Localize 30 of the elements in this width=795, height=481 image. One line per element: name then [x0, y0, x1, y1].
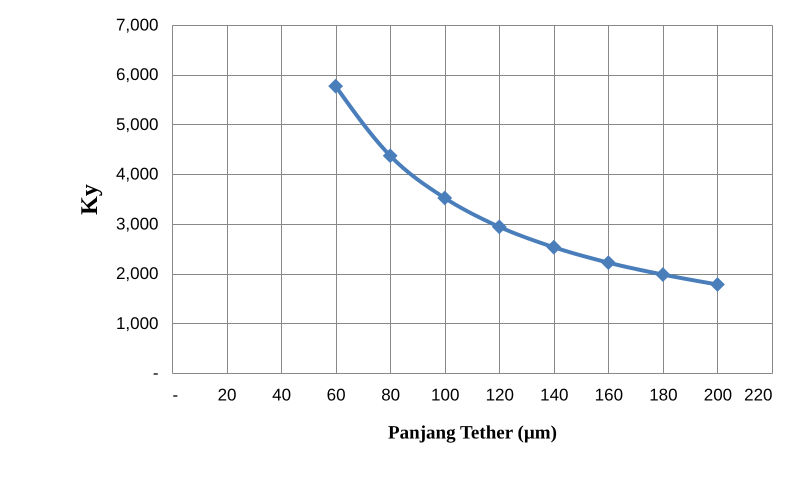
x-tick-label: 60 — [326, 386, 346, 404]
x-tick-label: 140 — [540, 386, 569, 404]
point — [600, 255, 616, 270]
point — [328, 78, 344, 94]
y-tick-label: 2,000 — [116, 264, 158, 284]
y-tick-label: 5,000 — [116, 114, 158, 134]
x-tick-label: 220 — [744, 386, 772, 404]
y-axis-title: Ky — [76, 184, 103, 215]
x-tick-label: 120 — [486, 386, 514, 404]
point — [492, 219, 507, 234]
x-tick-label: 200 — [704, 386, 732, 404]
y-tick-label: 7,000 — [116, 16, 158, 34]
point — [655, 267, 670, 282]
x-tick-label: 100 — [431, 386, 460, 404]
y-tick-label: 1,000 — [116, 314, 158, 333]
x-tick-label: 80 — [381, 386, 400, 404]
x-tick-label: - — [172, 386, 178, 404]
x-tick-label: 20 — [218, 386, 237, 404]
point — [546, 240, 562, 255]
x-tick-label: 40 — [272, 386, 292, 404]
x-axis-title: Panjang Tether (µm) — [388, 422, 557, 444]
point — [437, 190, 452, 206]
y-tick-label: 3,000 — [116, 214, 158, 234]
y-tick-label: 6,000 — [116, 65, 158, 84]
x-tick-label: 180 — [649, 386, 678, 404]
point — [382, 148, 398, 164]
y-tick-label: - — [152, 364, 158, 382]
point — [710, 277, 725, 292]
x-tick-label: 160 — [594, 386, 624, 404]
y-tick-label: 4,000 — [116, 164, 158, 184]
